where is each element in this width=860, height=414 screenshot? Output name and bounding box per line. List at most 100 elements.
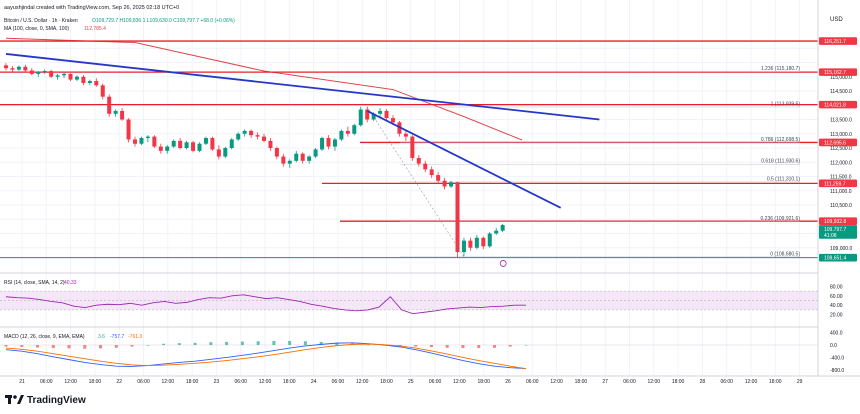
macd-histogram-bar xyxy=(193,342,197,345)
bearish-trendline xyxy=(366,110,562,209)
price-tick-label: 111,000.0 xyxy=(830,189,852,195)
candles xyxy=(4,63,507,267)
rsi-tick-label: 80.00 xyxy=(830,284,843,290)
bearish-candle xyxy=(468,240,473,248)
bearish-candle xyxy=(4,65,8,69)
bearish-candle xyxy=(391,118,395,123)
macd-histogram-bar xyxy=(130,345,134,347)
bullish-candle xyxy=(223,148,228,157)
macd-histogram-bar xyxy=(477,345,481,349)
rsi-tick-label: 60.00 xyxy=(830,294,843,300)
bearish-candle xyxy=(442,180,447,187)
bullish-candle xyxy=(307,156,312,161)
bullish-candle xyxy=(494,230,499,234)
bearish-candle xyxy=(210,138,215,150)
bearish-candle xyxy=(81,76,86,84)
macd-histogram-bar xyxy=(288,340,292,345)
time-tick-label: 12:00 xyxy=(259,379,272,385)
macd-tick-label: 0.0 xyxy=(830,343,837,349)
macd-histogram-bar xyxy=(83,345,87,349)
bearish-candle xyxy=(191,142,196,151)
bullish-candle xyxy=(371,113,376,120)
bullish-candle xyxy=(113,110,118,114)
macd-signal-line xyxy=(5,343,527,370)
bearish-trendline xyxy=(5,53,600,121)
bullish-candle xyxy=(352,125,357,134)
time-axis: 21 06:00 12:00 18:00 22 06:00 12:00 18:00 23 06:0… xyxy=(19,379,802,385)
macd-histogram-bar xyxy=(114,345,118,348)
time-tick-label: 18:00 xyxy=(380,379,393,385)
bullish-candle xyxy=(203,138,208,144)
time-tick-label: 18:00 xyxy=(769,379,782,385)
price-tick-label: 114,500.0 xyxy=(830,89,852,95)
bullish-candle xyxy=(242,130,247,134)
bullish-candle xyxy=(313,149,318,157)
bullish-candle xyxy=(145,136,150,139)
macd-tick-label: -400.0 xyxy=(830,355,844,361)
bearish-candle xyxy=(281,156,286,164)
bearish-candle xyxy=(416,157,421,164)
price-badge-label: 41:08 xyxy=(824,233,837,239)
fib-level-label: 0.5 (111,310.1) xyxy=(767,176,801,182)
bearish-candle xyxy=(384,110,389,119)
time-tick-label: 06:00 xyxy=(332,379,345,385)
time-tick-label: 06:00 xyxy=(429,379,442,385)
ma100-line xyxy=(5,37,523,141)
rsi-pane: 80.00 60.00 40.00 20.00 xyxy=(0,284,843,319)
bullish-candle xyxy=(487,233,492,247)
bullish-candle xyxy=(332,139,337,147)
symbol-line[interactable]: Bitcoin / U.S. Dollar · 1h · Kraken xyxy=(4,18,78,24)
macd-label[interactable]: MACD (12, 26, close, 9, EMA, EMA) xyxy=(4,334,85,340)
macd-histogram-bar xyxy=(524,344,528,346)
bearish-candle xyxy=(255,135,260,137)
bullish-candle xyxy=(197,143,202,151)
bearish-candle xyxy=(429,169,434,176)
bearish-candle xyxy=(274,148,279,157)
price-badge-bg xyxy=(819,68,857,76)
macd-histogram-bar xyxy=(319,341,323,345)
bullish-candle xyxy=(358,109,363,126)
macd-histogram-bar xyxy=(20,345,24,347)
bearish-candle xyxy=(300,153,305,161)
time-tick-label: 25 xyxy=(408,379,414,385)
bullish-candle xyxy=(449,182,454,187)
price-axis: 115,000.0114,500.0114,000.0113,500.0113,… xyxy=(819,37,857,262)
bearish-candle xyxy=(216,149,221,157)
price-badge-label: 111,259.7 xyxy=(824,181,846,187)
time-tick-label: 12:00 xyxy=(162,379,175,385)
macd-histogram-bar xyxy=(508,345,512,347)
price-tick-label: 111,500.0 xyxy=(830,175,852,181)
tradingview-logo[interactable]: TradingView xyxy=(5,395,86,406)
bullish-candle xyxy=(42,71,47,73)
bearish-candle xyxy=(436,175,441,181)
macd-histogram-bar xyxy=(398,345,402,346)
macd-signal-value: -761.3 xyxy=(128,334,142,340)
fibonacci-retracement: 1.236 (115,180.7) 1 (113,939.6) 0.786 (112… xyxy=(366,66,801,258)
time-tick-label: 18:00 xyxy=(283,379,296,385)
tradingview-logo-icon xyxy=(5,395,24,404)
bearish-candle xyxy=(120,110,125,120)
time-tick-label: 22 xyxy=(116,379,122,385)
time-tick-label: 12:00 xyxy=(453,379,466,385)
bullish-candle xyxy=(16,66,21,70)
rsi-label[interactable]: RSI (14, close, SMA, 14, 2) xyxy=(4,280,65,286)
time-tick-label: 21 xyxy=(19,379,25,385)
bullish-candle xyxy=(55,75,60,77)
time-tick-label: 12:00 xyxy=(550,379,563,385)
price-tick-label: 110,500.0 xyxy=(830,203,852,209)
time-tick-label: 26 xyxy=(505,379,511,385)
time-tick-label: 06:00 xyxy=(526,379,539,385)
price-badge-bg xyxy=(819,225,857,233)
bearish-candle xyxy=(29,70,34,74)
macd-histogram-bar xyxy=(162,343,166,345)
time-tick-label: 18:00 xyxy=(672,379,685,385)
price-badge-bg xyxy=(819,217,857,225)
bullish-candle xyxy=(320,138,325,150)
price-badge-label: 115,162.7 xyxy=(824,70,846,76)
fib-anchor-line xyxy=(366,106,465,258)
ma-indicator-label[interactable]: MA (100, close, 0, SMA, 100) xyxy=(4,26,69,32)
macd-line xyxy=(5,342,527,370)
macd-histogram-bar xyxy=(67,345,71,349)
